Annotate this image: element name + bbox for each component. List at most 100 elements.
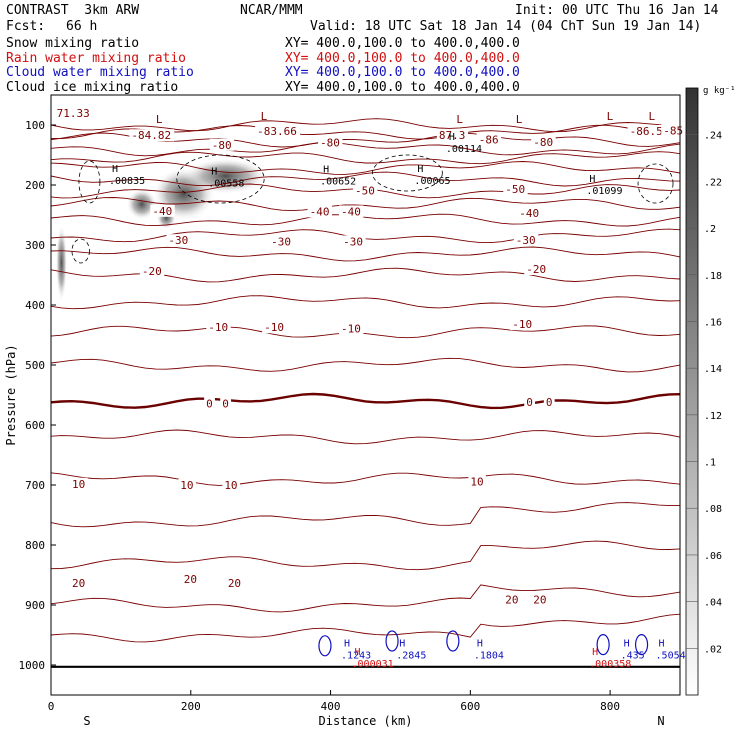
colorbar-tick-label: .2	[704, 224, 716, 235]
field-xy-snow: XY= 400.0,100.0 to 400.0,400.0	[285, 36, 520, 51]
temperature-contour	[50, 584, 681, 613]
colorbar-gradient	[685, 87, 699, 696]
contour-label-bg	[222, 479, 240, 491]
colorbar-tick-label: .1	[704, 458, 716, 469]
org-label: NCAR/MMM	[240, 3, 303, 18]
temperature-contour	[50, 325, 681, 339]
field-name-snow: Snow mixing ratio	[6, 36, 140, 51]
contour-label: -20	[526, 263, 546, 276]
low-marker: L	[607, 110, 614, 123]
contour-label-bg	[531, 135, 556, 148]
field-xy-cloud-water: XY= 400.0,100.0 to 400.0,400.0	[285, 65, 520, 80]
ice-max-value: .00558	[208, 178, 244, 189]
contour-label-bg	[139, 264, 165, 277]
y-tick-label: 400	[25, 299, 45, 312]
contour-label-bg	[225, 576, 244, 589]
temperature-contour	[50, 161, 681, 175]
rain-max-marker: H	[592, 647, 598, 658]
contour-label: -83.66	[257, 125, 297, 138]
cloud-ice-outline	[637, 163, 674, 204]
low-marker: L	[261, 110, 268, 123]
rain-max-marker: H	[355, 647, 361, 658]
contour-label-bg	[436, 129, 469, 142]
colorbar-unit: g kg⁻¹	[703, 86, 736, 96]
contour-label-bg	[339, 322, 364, 335]
cloud-water-max-value: .1243	[341, 651, 371, 662]
temperature-contour	[50, 472, 681, 486]
temperature-contour	[50, 197, 681, 212]
cloud-ice-outline	[176, 154, 265, 204]
contour-label: 10	[180, 479, 193, 492]
field-name-cloud-ice: Cloud ice mixing ratio	[6, 80, 179, 95]
field-xy-rain: XY= 400.0,100.0 to 400.0,400.0	[285, 51, 520, 66]
ice-max-marker: H	[323, 165, 329, 176]
contour-label-bg	[181, 573, 200, 586]
contour-label-bg	[513, 234, 539, 247]
temperature-contour	[50, 613, 681, 643]
cloud-water-max-value: .2845	[396, 651, 426, 662]
contour-label-bg	[531, 593, 549, 606]
contour-label-bg	[510, 318, 535, 331]
cloud-water-max-value: .5054	[656, 651, 686, 662]
ice-max-marker: H	[449, 132, 455, 143]
contour-label: -20	[142, 265, 162, 278]
field-name-rain: Rain water mixing ratio	[6, 51, 187, 66]
contour-label: 10	[470, 475, 483, 488]
temperature-contour	[50, 502, 681, 528]
rain-max-value: .000358	[589, 659, 631, 670]
contour-label-bg	[353, 184, 378, 197]
colorbar-tick-label: .14	[704, 364, 722, 375]
contour-label-bg	[206, 321, 231, 334]
contour-label: -10	[512, 318, 532, 331]
cloud-water-contour	[446, 630, 460, 652]
contour-label-bg	[204, 397, 215, 410]
low-marker: L	[516, 113, 523, 126]
cloud-water-max-marker: H	[399, 639, 405, 650]
temperature-contour	[50, 151, 681, 165]
contour-label-bg	[262, 321, 287, 334]
temperature-contour	[50, 171, 681, 187]
low-marker: L	[649, 110, 656, 123]
snow-blob	[126, 188, 158, 220]
contour-label-bg	[339, 205, 364, 218]
y-tick-label: 200	[25, 179, 45, 192]
temperature-contour	[50, 295, 681, 310]
contour-label: -10	[264, 321, 284, 334]
contour-label: 0	[206, 397, 213, 410]
cloud-ice-outline	[372, 154, 443, 192]
temperature-contour	[50, 392, 681, 410]
contour-label-bg	[269, 235, 294, 248]
y-tick-label: 800	[25, 539, 45, 552]
ice-max-value: .01099	[586, 186, 622, 197]
contour-label: 87.3	[439, 129, 466, 142]
colorbar-tick-label: .08	[704, 504, 722, 515]
ice-max-value: .00835	[109, 176, 145, 187]
x-tick-label: 200	[181, 700, 201, 713]
x-tick-label: 0	[48, 700, 55, 713]
cloud-ice-outline	[78, 160, 101, 204]
contour-label: -86.52	[630, 125, 670, 138]
contour-label: 20	[72, 577, 85, 590]
contour-label: -40	[341, 205, 361, 218]
ice-max-value: .00652	[320, 177, 356, 188]
plot-frame	[50, 94, 681, 696]
contour-label-bg	[220, 397, 232, 410]
contour-label: 10	[224, 479, 237, 492]
y-tick-label: 700	[25, 479, 45, 492]
colorbar-tick-label: .12	[704, 411, 722, 422]
contour-label: -10	[341, 322, 361, 335]
temperature-contour	[50, 540, 681, 571]
contour-label: -10	[208, 321, 228, 334]
contour-label: -30	[516, 234, 536, 247]
contour-label: -86	[479, 133, 499, 146]
cloud-water-contour	[596, 633, 610, 656]
cloud-water-contour	[385, 630, 399, 652]
contour-label: 71.33	[57, 107, 90, 120]
north-end-label: N	[657, 714, 664, 728]
y-tick-label: 600	[25, 419, 45, 432]
y-tick-label: 100	[25, 119, 45, 132]
cloud-water-max-marker: H	[659, 639, 665, 650]
colorbar-tick-label: .24	[704, 131, 722, 142]
